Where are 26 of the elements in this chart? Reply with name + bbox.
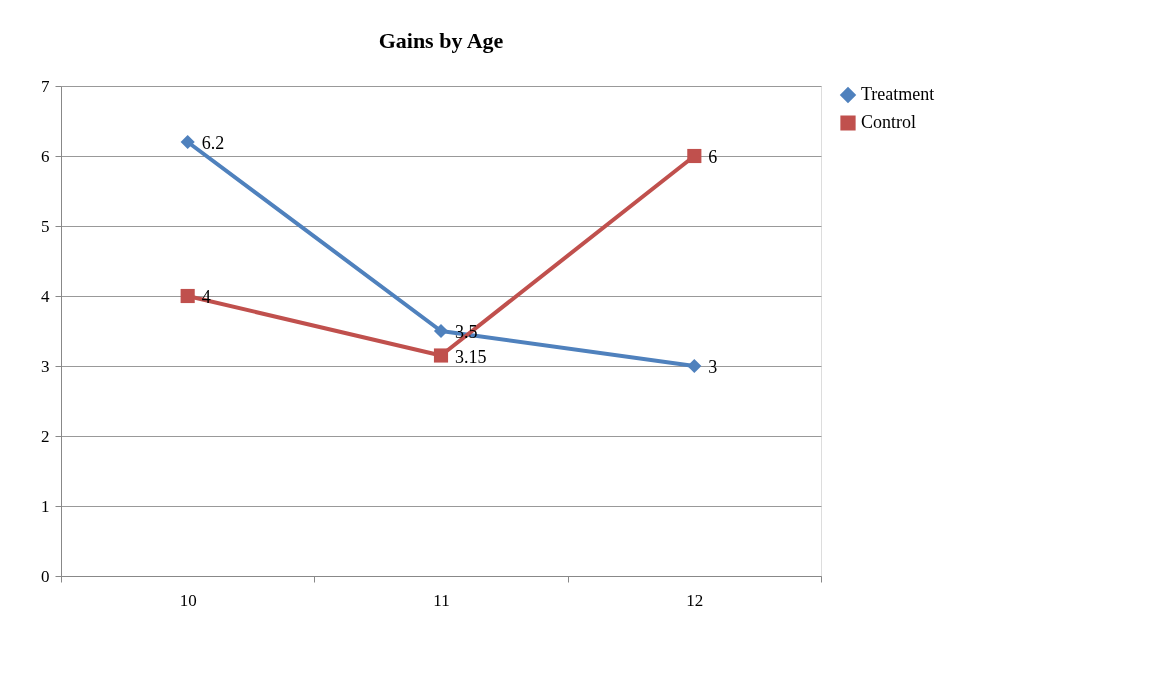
data-label: 3.15 xyxy=(455,346,487,367)
data-label: 3.5 xyxy=(455,322,478,342)
y-tick-label: 5 xyxy=(41,216,50,236)
legend-label: Treatment xyxy=(861,84,935,104)
y-tick-label: 0 xyxy=(41,566,50,586)
data-label: 6 xyxy=(708,147,718,167)
chart-title: Gains by Age xyxy=(378,28,504,53)
x-tick-label: 11 xyxy=(433,590,450,610)
y-tick-label: 6 xyxy=(41,146,50,166)
point xyxy=(433,348,449,363)
y-tick-label: 4 xyxy=(41,286,50,306)
data-label: 3 xyxy=(708,357,718,377)
point xyxy=(433,323,449,339)
x-tick-label: 10 xyxy=(179,590,197,610)
data-label: 4 xyxy=(201,287,211,307)
legend-label: Control xyxy=(861,112,917,132)
y-tick-label: 3 xyxy=(41,356,50,376)
data-label: 6.2 xyxy=(201,133,225,153)
y-tick-label: 2 xyxy=(41,426,50,446)
point xyxy=(687,148,702,164)
x-tick-label: 12 xyxy=(686,590,704,610)
point xyxy=(180,134,195,150)
point xyxy=(180,288,195,304)
y-tick-label: 7 xyxy=(41,76,50,96)
y-tick-label: 1 xyxy=(41,496,50,516)
point xyxy=(687,358,702,374)
